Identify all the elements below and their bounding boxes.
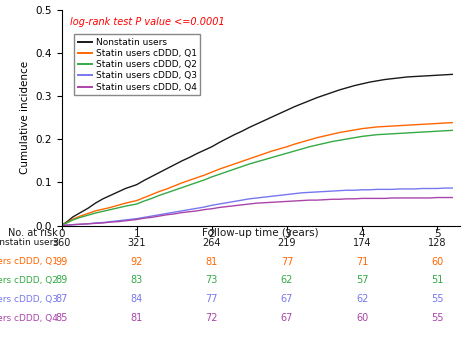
Text: 321: 321 — [128, 238, 146, 248]
Text: 4: 4 — [359, 229, 365, 239]
Text: 81: 81 — [131, 313, 143, 323]
Text: 174: 174 — [353, 238, 371, 248]
Text: 84: 84 — [131, 294, 143, 304]
Text: 57: 57 — [356, 275, 368, 286]
Text: 60: 60 — [431, 257, 443, 267]
Text: log-rank test P value <=0.0001: log-rank test P value <=0.0001 — [70, 17, 224, 27]
Text: 2: 2 — [209, 229, 215, 239]
Text: 0: 0 — [58, 229, 65, 239]
Text: 85: 85 — [55, 313, 68, 323]
Text: 87: 87 — [55, 294, 68, 304]
Text: 83: 83 — [131, 275, 143, 286]
Legend: Nonstatin users, Statin users cDDD, Q1, Statin users cDDD, Q2, Statin users cDDD: Nonstatin users, Statin users cDDD, Q1, … — [74, 34, 201, 95]
Text: 55: 55 — [431, 313, 444, 323]
Text: 360: 360 — [53, 238, 71, 248]
Text: 51: 51 — [431, 275, 444, 286]
Text: 81: 81 — [206, 257, 218, 267]
Text: 92: 92 — [130, 257, 143, 267]
Text: 55: 55 — [431, 294, 444, 304]
Text: 67: 67 — [281, 313, 293, 323]
Text: 77: 77 — [206, 294, 218, 304]
Text: 77: 77 — [281, 257, 293, 267]
Text: 72: 72 — [206, 313, 218, 323]
Text: Nonstatin users: Nonstatin users — [0, 238, 58, 247]
Text: 99: 99 — [55, 257, 68, 267]
Text: 62: 62 — [356, 294, 368, 304]
Text: Statin users cDDD, Q3: Statin users cDDD, Q3 — [0, 295, 58, 304]
Text: Follow-up time (years): Follow-up time (years) — [202, 228, 319, 238]
Text: No. at risk: No. at risk — [8, 228, 58, 238]
Text: Statin users cDDD, Q1: Statin users cDDD, Q1 — [0, 257, 58, 266]
Text: 73: 73 — [206, 275, 218, 286]
Text: 67: 67 — [281, 294, 293, 304]
Y-axis label: Cumulative incidence: Cumulative incidence — [20, 61, 30, 174]
Text: 60: 60 — [356, 313, 368, 323]
Text: 3: 3 — [283, 229, 290, 239]
Text: 264: 264 — [202, 238, 221, 248]
Text: 71: 71 — [356, 257, 368, 267]
Text: 62: 62 — [281, 275, 293, 286]
Text: Statin users cDDD, Q2: Statin users cDDD, Q2 — [0, 276, 58, 285]
Text: 89: 89 — [55, 275, 68, 286]
Text: Statin users cDDD, Q4: Statin users cDDD, Q4 — [0, 313, 58, 323]
Text: 128: 128 — [428, 238, 447, 248]
Text: 5: 5 — [434, 229, 440, 239]
Text: 1: 1 — [134, 229, 140, 239]
Text: 219: 219 — [278, 238, 296, 248]
